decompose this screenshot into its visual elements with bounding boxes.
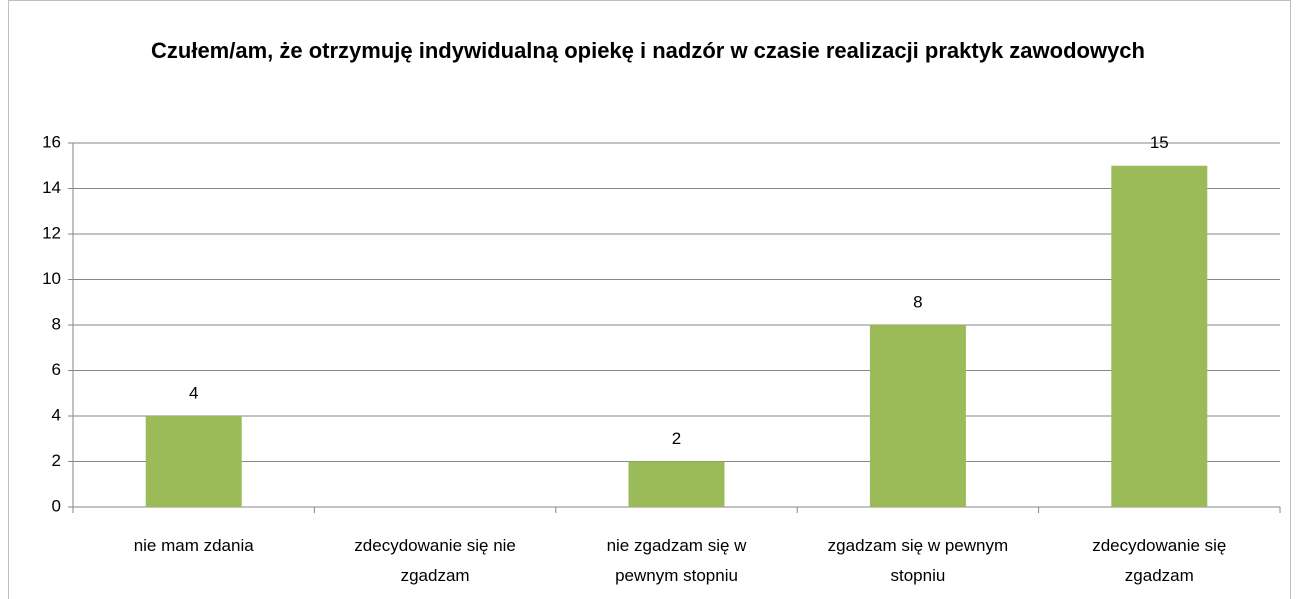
y-tick-label: 12 <box>42 223 61 242</box>
bar <box>869 325 966 507</box>
chart-title: Czułem/am, że otrzymuję indywidualną opi… <box>151 38 1145 63</box>
data-label: 15 <box>1150 133 1169 152</box>
data-label: 4 <box>189 383 198 402</box>
x-tick-label: zdecydowanie się zgadzam <box>1092 536 1226 585</box>
y-tick-label: 14 <box>42 178 61 197</box>
data-label: 8 <box>913 292 922 311</box>
x-tick-label: zdecydowanie się nie zgadzam <box>354 536 516 585</box>
bar <box>628 461 725 507</box>
y-tick-label: 0 <box>52 496 61 515</box>
x-tick-label: nie zgadzam się w pewnym stopniu <box>607 536 748 585</box>
y-tick-label: 4 <box>52 405 61 424</box>
y-tick-label: 8 <box>52 314 61 333</box>
x-tick-label: nie mam zdania <box>134 536 255 555</box>
chart-frame <box>8 0 1291 599</box>
y-tick-label: 2 <box>52 451 61 470</box>
bar <box>1111 165 1208 507</box>
x-tick-label: zgadzam się w pewnym stopniu <box>828 536 1008 585</box>
y-tick-label: 10 <box>42 269 61 288</box>
y-tick-label: 16 <box>42 132 61 151</box>
y-tick-label: 6 <box>52 360 61 379</box>
bar <box>145 416 242 507</box>
data-label: 2 <box>672 429 681 448</box>
